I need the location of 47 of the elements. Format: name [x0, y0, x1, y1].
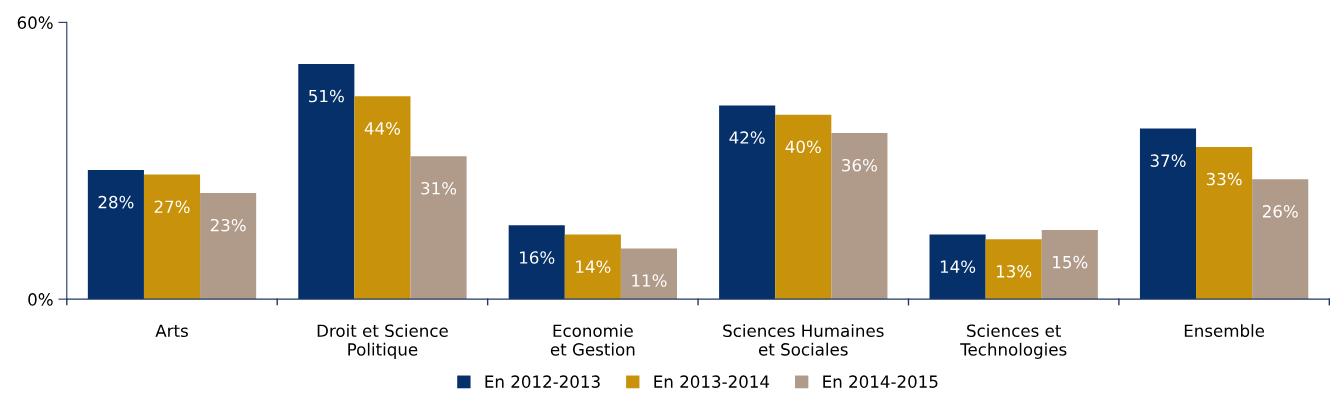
x-tick-label: Sciences et Technologies — [960, 324, 1067, 359]
y-tick-label: 60% — [17, 16, 53, 29]
bar — [929, 234, 986, 300]
x-tick-label: Economie et Gestion — [550, 324, 635, 356]
bar — [87, 169, 144, 300]
data-label: 27% — [154, 200, 190, 214]
data-label: 36% — [842, 158, 877, 172]
bar — [508, 225, 565, 300]
data-label: 13% — [997, 265, 1032, 278]
legend-label: En 2013-2014 — [654, 375, 770, 388]
bar — [985, 239, 1042, 300]
bar — [1196, 146, 1253, 300]
bar — [1252, 179, 1309, 300]
x-tick-label: Sciences Humaines et Sociales — [723, 324, 884, 356]
bar — [410, 156, 467, 300]
bar — [1139, 128, 1197, 300]
bar — [143, 174, 201, 300]
bar — [298, 63, 355, 300]
data-label: 14% — [940, 260, 976, 274]
data-label: 14% — [576, 260, 611, 274]
data-label: 28% — [98, 195, 134, 209]
data-label: 33% — [1206, 172, 1242, 186]
data-label: 31% — [421, 181, 457, 195]
data-label: 40% — [785, 140, 821, 154]
data-label: 44% — [364, 122, 401, 135]
bar — [564, 234, 621, 300]
legend-label: En 2014-2015 — [823, 375, 938, 388]
bar — [1041, 229, 1098, 300]
legend-label: En 2012-2013 — [485, 375, 600, 388]
x-tick-label: Droit et Science Politique — [317, 324, 448, 359]
bar — [200, 193, 257, 300]
x-tick-label: Arts — [155, 324, 188, 338]
data-label: 26% — [1262, 205, 1298, 218]
x-tick-label: Ensemble — [1184, 324, 1265, 338]
data-label: 37% — [1150, 154, 1186, 167]
data-label: 23% — [210, 218, 246, 232]
y-tick-label: 0% — [28, 293, 53, 306]
data-label: 11% — [632, 274, 667, 287]
bar — [620, 248, 678, 300]
data-label: 42% — [729, 131, 765, 144]
bar — [831, 133, 888, 300]
bar — [775, 114, 832, 300]
data-label: 15% — [1053, 255, 1088, 269]
bar — [719, 105, 776, 300]
bar — [354, 96, 411, 300]
data-label: 51% — [309, 89, 344, 103]
data-label: 16% — [520, 251, 555, 264]
